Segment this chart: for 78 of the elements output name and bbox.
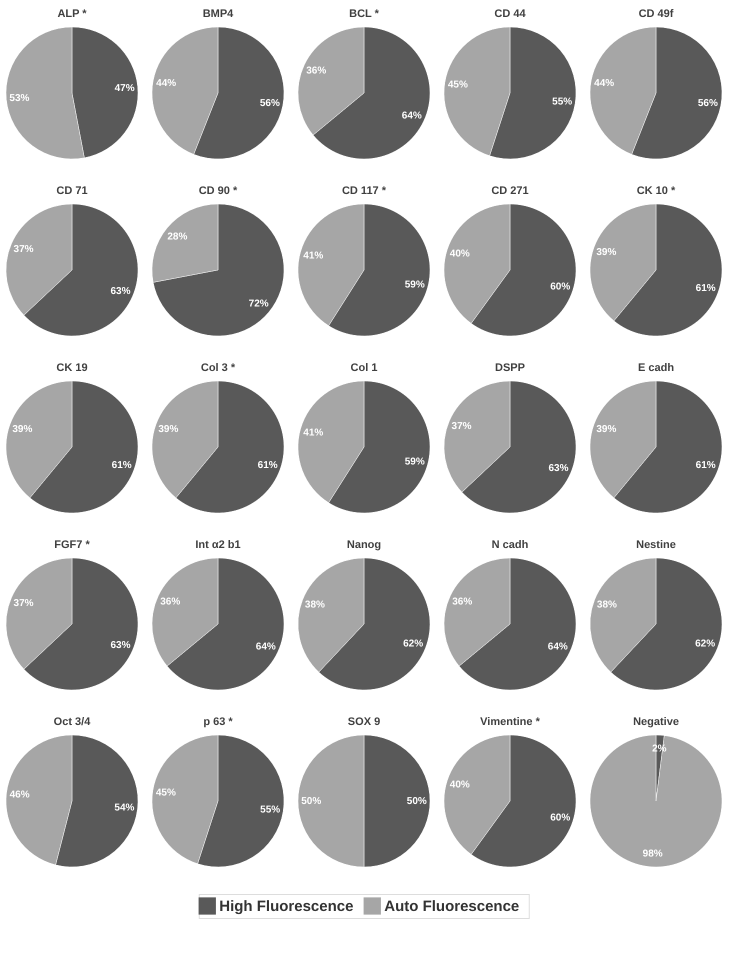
- data-label: 40%: [450, 780, 470, 791]
- chart-title: CD 71: [56, 185, 88, 197]
- data-label: 39%: [596, 424, 616, 436]
- data-label: 61%: [258, 460, 278, 471]
- data-label: 59%: [404, 280, 425, 291]
- chart-title: Nanog: [346, 539, 382, 551]
- chart-title: SOX 9: [348, 716, 380, 728]
- data-label: 38%: [304, 600, 326, 611]
- data-label: 53%: [9, 92, 30, 104]
- chart-title: Negative: [633, 716, 679, 728]
- data-label: 44%: [594, 78, 614, 90]
- data-label: 41%: [303, 427, 324, 438]
- data-label: 36%: [452, 596, 472, 608]
- pie-slice: [152, 204, 284, 336]
- data-label: 60%: [550, 281, 570, 292]
- data-label: 55%: [552, 96, 572, 108]
- chart-title: Col 1: [350, 362, 378, 374]
- data-label: 50%: [406, 796, 427, 807]
- legend-label: Auto Fluorescence: [384, 898, 520, 915]
- chart-title: BMP4: [202, 8, 234, 20]
- chart-title: FGF7 *: [54, 539, 90, 551]
- data-label: 60%: [550, 812, 570, 824]
- chart-title: Vimentine *: [480, 716, 541, 728]
- data-label: 55%: [260, 804, 280, 816]
- data-label: 72%: [248, 298, 269, 310]
- chart-title: N cadh: [492, 539, 529, 551]
- data-label: 36%: [306, 66, 326, 77]
- data-label: 41%: [303, 250, 324, 262]
- chart-title: Int α2 b1: [195, 539, 241, 551]
- data-label: 54%: [114, 802, 134, 814]
- chart-title: CD 49f: [638, 8, 674, 20]
- data-label: 47%: [114, 83, 135, 94]
- chart-title: BCL *: [349, 8, 380, 20]
- data-label: 37%: [452, 421, 472, 432]
- data-label: 64%: [256, 641, 276, 652]
- data-label: 61%: [696, 460, 716, 471]
- data-label: 40%: [450, 248, 470, 260]
- pie-slice: [590, 734, 722, 868]
- data-label: 63%: [110, 286, 131, 297]
- chart-title: CD 117 *: [342, 185, 387, 197]
- chart-title: CD 271: [491, 185, 529, 197]
- legend-label: High Fluorescence: [219, 898, 354, 915]
- data-label: 39%: [12, 424, 32, 436]
- data-label: 28%: [167, 231, 188, 242]
- data-label: 37%: [14, 244, 34, 256]
- data-label: 63%: [110, 640, 131, 651]
- data-label: 56%: [698, 98, 718, 109]
- chart-title: Col 3 *: [200, 362, 236, 374]
- data-label: 45%: [448, 80, 468, 91]
- data-label: 50%: [301, 796, 322, 807]
- data-label: 38%: [596, 600, 618, 611]
- chart-title: p 63 *: [203, 716, 234, 728]
- chart-title: Oct 3/4: [54, 716, 92, 728]
- data-label: 61%: [112, 460, 132, 471]
- chart-title: CK 10 *: [636, 185, 676, 197]
- data-label: 36%: [160, 596, 180, 608]
- chart-title: CK 19: [56, 362, 88, 374]
- data-label: 98%: [642, 848, 663, 860]
- data-label: 39%: [596, 247, 616, 258]
- chart-title: CD 44: [494, 8, 526, 20]
- data-label: 44%: [156, 78, 176, 90]
- data-label: 46%: [10, 789, 30, 800]
- chart-title: CD 90 *: [198, 185, 238, 197]
- chart-title: ALP *: [57, 8, 88, 20]
- data-label: 37%: [14, 598, 34, 610]
- data-label: 45%: [156, 788, 176, 799]
- data-label: 64%: [402, 110, 422, 122]
- data-label: 61%: [696, 282, 716, 294]
- data-label: 59%: [404, 456, 425, 468]
- data-label: 56%: [260, 98, 280, 109]
- chart-title: Nestine: [636, 539, 676, 551]
- data-label: 64%: [548, 641, 568, 652]
- data-label: 63%: [548, 462, 569, 474]
- data-label: 62%: [403, 638, 424, 650]
- data-label: 62%: [695, 638, 716, 650]
- chart-title: E cadh: [638, 362, 674, 374]
- data-label: 39%: [158, 424, 178, 436]
- chart-title: DSPP: [495, 362, 525, 374]
